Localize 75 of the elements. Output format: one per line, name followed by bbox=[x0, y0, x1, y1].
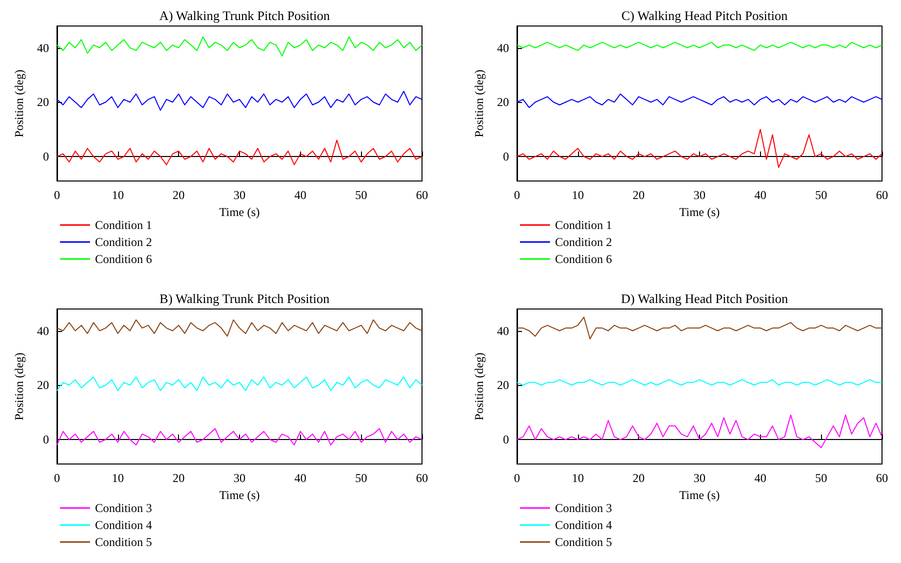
x-axis-title: Time (s) bbox=[679, 204, 720, 219]
x-axis-title: Time (s) bbox=[219, 204, 260, 219]
x-tick-label: 0 bbox=[54, 188, 60, 202]
x-tick-label: 50 bbox=[815, 188, 828, 202]
line-series bbox=[516, 128, 882, 168]
x-tick-label: 20 bbox=[632, 471, 645, 485]
x-tick-label: 20 bbox=[172, 188, 185, 202]
x-tick-label: 30 bbox=[694, 471, 706, 485]
line-series bbox=[516, 316, 882, 340]
x-tick-label: 60 bbox=[876, 188, 888, 202]
x-tick-label: 10 bbox=[572, 471, 584, 485]
y-tick-label: 20 bbox=[37, 95, 49, 110]
x-tick-label: 40 bbox=[294, 188, 306, 202]
chart-title: A) Walking Trunk Pitch Position bbox=[159, 8, 330, 23]
x-tick-label: 40 bbox=[754, 188, 766, 202]
y-axis-title: Position (deg) bbox=[12, 70, 26, 138]
x-tick-label: 40 bbox=[294, 471, 306, 485]
legend-label: Condition 6 bbox=[95, 252, 152, 266]
x-tick-label: 0 bbox=[514, 471, 520, 485]
y-tick-label: 20 bbox=[497, 378, 509, 392]
legend-label: Condition 6 bbox=[555, 252, 612, 266]
line-series bbox=[56, 140, 422, 166]
x-tick-label: 30 bbox=[234, 471, 246, 485]
y-tick-label: 40 bbox=[37, 40, 49, 55]
legend-label: Condition 3 bbox=[555, 501, 612, 515]
x-tick-label: 20 bbox=[172, 471, 185, 485]
legend-label: Condition 1 bbox=[555, 218, 612, 232]
chart-title: B) Walking Trunk Pitch Position bbox=[160, 291, 330, 306]
y-tick-label: 40 bbox=[497, 324, 509, 338]
y-tick-label: 0 bbox=[503, 432, 509, 447]
line-series bbox=[56, 319, 422, 337]
x-tick-label: 60 bbox=[416, 188, 428, 202]
line-series bbox=[56, 90, 422, 111]
y-axis-title: Position (deg) bbox=[472, 352, 486, 420]
y-tick-label: 20 bbox=[497, 95, 509, 110]
legend-label: Condition 5 bbox=[555, 535, 612, 549]
x-tick-label: 20 bbox=[632, 188, 645, 202]
legend-label: Condition 4 bbox=[95, 518, 152, 532]
x-tick-label: 50 bbox=[355, 471, 368, 485]
legend-label: Condition 5 bbox=[95, 535, 152, 549]
x-tick-label: 60 bbox=[876, 471, 888, 485]
x-tick-label: 10 bbox=[112, 188, 124, 202]
x-tick-label: 0 bbox=[514, 188, 520, 202]
chart-title: D) Walking Head Pitch Position bbox=[621, 291, 788, 306]
y-tick-label: 40 bbox=[37, 324, 49, 338]
line-series bbox=[516, 414, 882, 448]
x-tick-label: 60 bbox=[416, 471, 428, 485]
y-tick-label: 20 bbox=[37, 378, 49, 392]
x-tick-label: 30 bbox=[234, 188, 246, 202]
chart-title: C) Walking Head Pitch Position bbox=[621, 8, 788, 23]
x-tick-label: 10 bbox=[572, 188, 584, 202]
line-series bbox=[516, 93, 882, 108]
legend-label: Condition 4 bbox=[555, 518, 612, 532]
legend-label: Condition 3 bbox=[95, 501, 152, 515]
x-axis-title: Time (s) bbox=[219, 488, 260, 502]
line-series bbox=[56, 376, 422, 392]
y-axis-title: Position (deg) bbox=[12, 352, 26, 420]
line-series bbox=[56, 36, 422, 56]
y-tick-label: 0 bbox=[43, 150, 49, 164]
line-series bbox=[56, 428, 422, 446]
x-tick-label: 10 bbox=[112, 471, 124, 485]
legend-label: Condition 1 bbox=[95, 218, 152, 232]
x-axis-title: Time (s) bbox=[679, 488, 720, 502]
x-tick-label: 50 bbox=[355, 188, 368, 202]
y-tick-label: 0 bbox=[43, 432, 49, 447]
x-tick-label: 0 bbox=[54, 471, 60, 485]
x-tick-label: 30 bbox=[694, 188, 706, 202]
x-tick-label: 50 bbox=[815, 471, 828, 485]
y-tick-label: 40 bbox=[497, 40, 509, 55]
line-series bbox=[516, 42, 882, 51]
legend-label: Condition 2 bbox=[95, 235, 152, 249]
legend-label: Condition 2 bbox=[555, 235, 612, 249]
y-axis-title: Position (deg) bbox=[472, 70, 486, 138]
x-tick-label: 40 bbox=[754, 471, 766, 485]
y-tick-label: 0 bbox=[503, 150, 509, 164]
